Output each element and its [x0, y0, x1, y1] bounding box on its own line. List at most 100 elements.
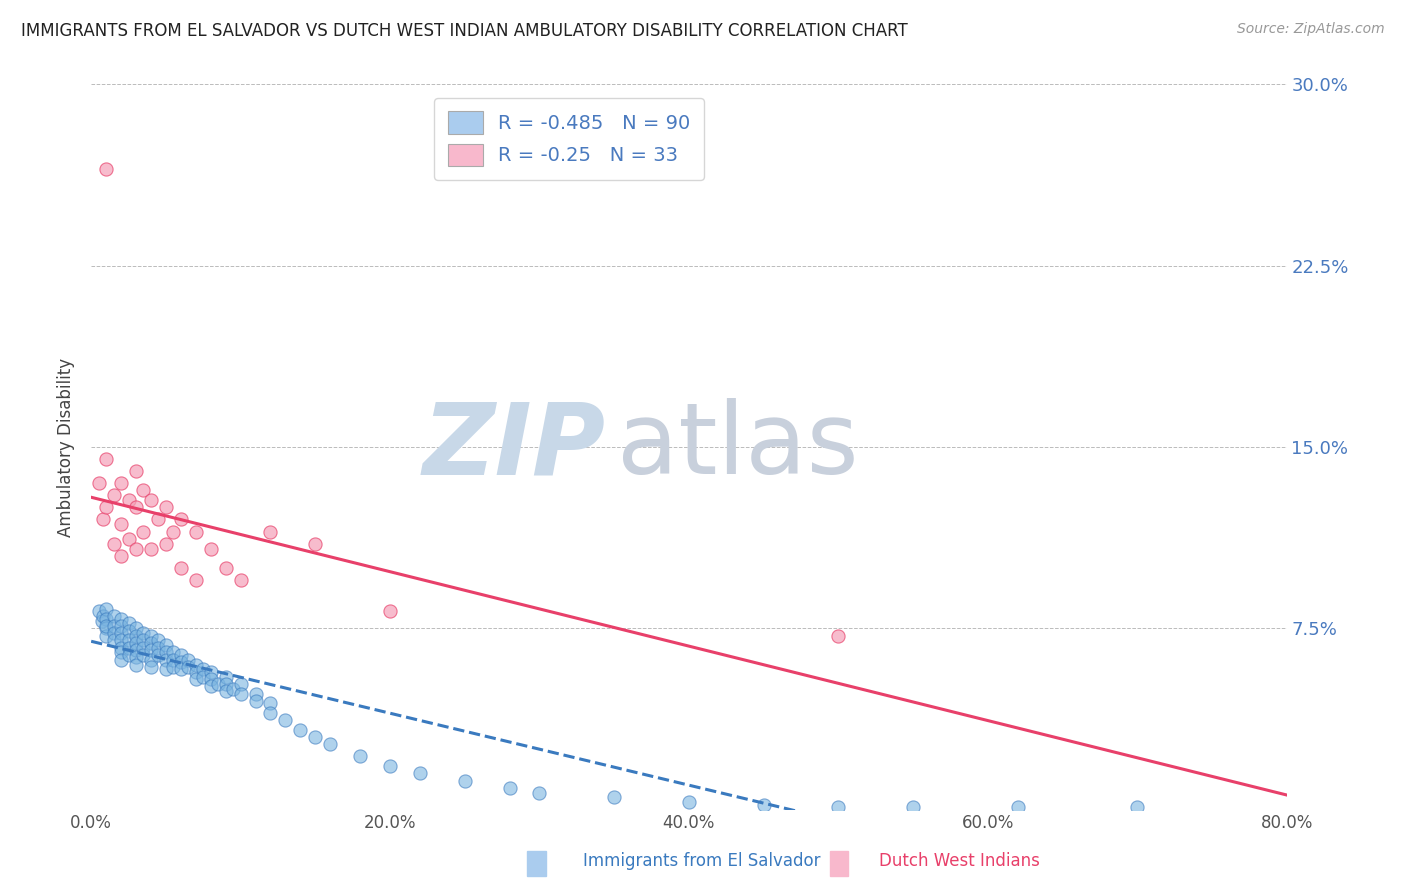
Point — [110, 640, 132, 655]
Point — [94, 619, 117, 633]
Point — [110, 611, 132, 625]
Point — [155, 645, 177, 659]
Point — [229, 686, 252, 700]
Point — [110, 645, 132, 659]
Legend: R = -0.485   N = 90, R = -0.25   N = 33: R = -0.485 N = 90, R = -0.25 N = 33 — [434, 98, 704, 179]
Point — [94, 611, 117, 625]
Point — [94, 628, 117, 642]
Point — [193, 670, 215, 684]
Point — [139, 660, 162, 674]
Point — [229, 677, 252, 691]
Point — [125, 643, 148, 657]
Point — [110, 549, 132, 563]
Point — [1007, 800, 1029, 814]
Point — [184, 657, 207, 672]
Point — [94, 452, 117, 467]
Point — [132, 626, 155, 640]
Point — [155, 536, 177, 550]
Point — [94, 602, 117, 616]
Point — [155, 662, 177, 676]
Point — [125, 650, 148, 665]
Point — [110, 653, 132, 667]
Point — [304, 730, 326, 744]
Point — [162, 524, 184, 539]
Text: atlas: atlas — [617, 399, 859, 495]
Point — [162, 645, 184, 659]
Point — [229, 573, 252, 587]
Point — [148, 640, 170, 655]
Point — [117, 532, 139, 546]
Point — [94, 162, 117, 177]
Point — [162, 660, 184, 674]
Point — [184, 573, 207, 587]
Point — [125, 464, 148, 478]
Point — [87, 476, 110, 491]
Point — [454, 773, 477, 788]
Y-axis label: Ambulatory Disability: Ambulatory Disability — [58, 358, 75, 537]
Point — [259, 706, 281, 720]
Point — [184, 665, 207, 679]
Point — [378, 759, 401, 773]
Point — [117, 624, 139, 638]
Point — [319, 737, 342, 751]
Point — [148, 633, 170, 648]
Point — [222, 681, 245, 696]
Text: Dutch West Indians: Dutch West Indians — [879, 852, 1039, 870]
Point — [110, 626, 132, 640]
Point — [125, 628, 148, 642]
Point — [184, 524, 207, 539]
Point — [827, 800, 849, 814]
Point — [409, 766, 432, 780]
Point — [214, 677, 236, 691]
Text: Source: ZipAtlas.com: Source: ZipAtlas.com — [1237, 22, 1385, 37]
Point — [94, 621, 117, 635]
Text: Immigrants from El Salvador: Immigrants from El Salvador — [583, 852, 821, 870]
Point — [103, 619, 125, 633]
Point — [207, 677, 229, 691]
Point — [132, 648, 155, 662]
Point — [90, 614, 112, 628]
Point — [139, 541, 162, 556]
Point — [1126, 800, 1149, 814]
Point — [87, 604, 110, 618]
Point — [132, 640, 155, 655]
Point — [117, 640, 139, 655]
Point — [103, 609, 125, 624]
Point — [498, 780, 520, 795]
Point — [678, 795, 700, 809]
Point — [304, 536, 326, 550]
Point — [193, 662, 215, 676]
Point — [177, 660, 200, 674]
Point — [132, 483, 155, 498]
Point — [827, 628, 849, 642]
Point — [177, 653, 200, 667]
Point — [132, 524, 155, 539]
Point — [125, 636, 148, 650]
Point — [155, 500, 177, 515]
Point — [155, 638, 177, 652]
Point — [110, 633, 132, 648]
Point — [148, 648, 170, 662]
Point — [155, 653, 177, 667]
Point — [214, 670, 236, 684]
Point — [117, 633, 139, 648]
Point — [117, 616, 139, 631]
Point — [139, 636, 162, 650]
Point — [132, 633, 155, 648]
Point — [752, 797, 775, 812]
Point — [117, 493, 139, 508]
Point — [245, 686, 267, 700]
Point — [139, 493, 162, 508]
Point — [170, 662, 193, 676]
Point — [170, 648, 193, 662]
Point — [200, 665, 222, 679]
Point — [349, 749, 371, 764]
Point — [91, 609, 114, 624]
Point — [117, 648, 139, 662]
Point — [200, 541, 222, 556]
Point — [290, 723, 312, 737]
Text: ZIP: ZIP — [422, 399, 605, 495]
Point — [125, 500, 148, 515]
Point — [139, 628, 162, 642]
Point — [91, 512, 114, 526]
